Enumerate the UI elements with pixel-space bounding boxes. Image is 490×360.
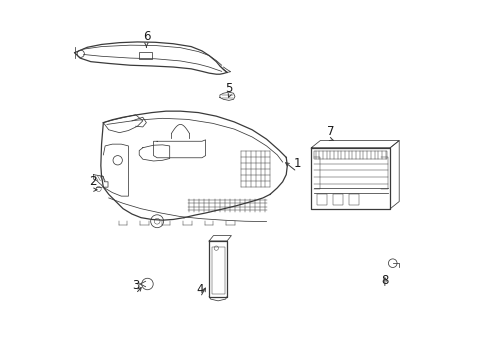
- Text: 3: 3: [132, 279, 139, 292]
- Bar: [139, 52, 152, 59]
- Text: 2: 2: [89, 175, 97, 188]
- Text: 1: 1: [293, 157, 301, 170]
- Bar: [317, 194, 327, 205]
- Text: 6: 6: [143, 30, 150, 43]
- Bar: [212, 247, 224, 294]
- Text: 4: 4: [196, 283, 204, 296]
- Bar: [349, 194, 359, 205]
- Text: 7: 7: [327, 125, 335, 138]
- Text: 8: 8: [381, 274, 389, 287]
- Text: 5: 5: [225, 82, 233, 95]
- Bar: [333, 194, 343, 205]
- Bar: [314, 151, 388, 159]
